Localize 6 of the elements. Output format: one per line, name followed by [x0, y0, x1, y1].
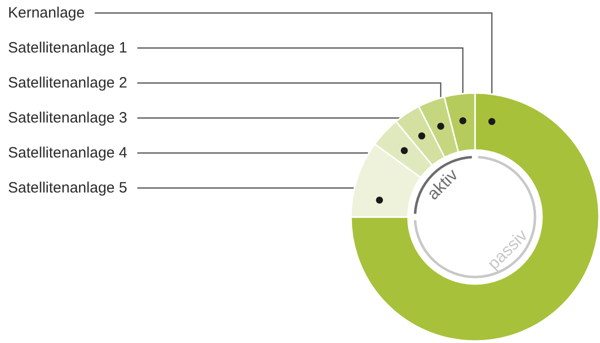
slice-label: Satellitenanlage 4 — [8, 144, 128, 162]
slice-label: Satellitenanlage 1 — [8, 40, 128, 56]
slice-label: Satellitenanlage 2 — [8, 74, 128, 92]
slice-label: Satellitenanlage 5 — [8, 180, 128, 196]
slice-label: Kernanlage — [8, 4, 85, 22]
slice-label: Satellitenanlage 3 — [8, 110, 128, 126]
